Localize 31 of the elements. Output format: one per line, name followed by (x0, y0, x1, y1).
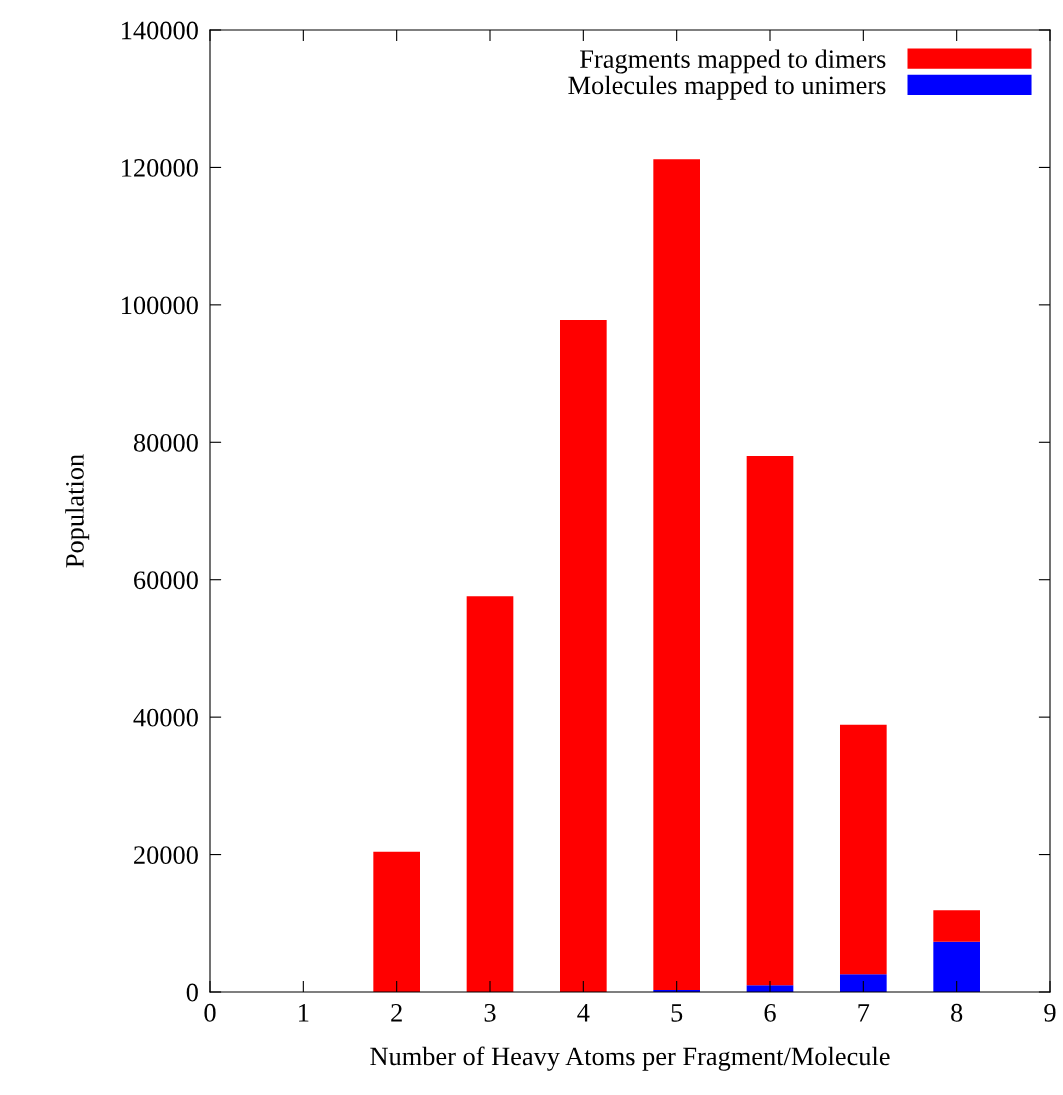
bar (653, 159, 700, 990)
bar (933, 910, 980, 942)
y-tick-label: 100000 (122, 296, 198, 315)
y-tick-label: 40000 (133, 708, 198, 727)
legend-label: Molecules mapped to unimers (568, 75, 886, 100)
x-tick-label: 4 (577, 1004, 590, 1022)
x-axis-title: Number of Heavy Atoms per Fragment/Molecule (370, 1046, 890, 1071)
x-tick-label: 9 (1044, 1003, 1056, 1022)
y-tick-label: 140000 (122, 21, 198, 40)
bar (746, 456, 794, 986)
x-tick-label: 2 (391, 1003, 402, 1022)
bar (840, 724, 887, 975)
x-tick-label: 8 (951, 1003, 963, 1022)
legend-label: Fragments mapped to dimers (580, 49, 886, 74)
x-tick-label: 5 (671, 1004, 683, 1022)
y-tick-label: 80000 (133, 433, 198, 452)
y-tick-label: 120000 (122, 159, 198, 177)
bar (560, 319, 607, 992)
bar (840, 974, 887, 992)
x-tick-label: 1 (299, 1004, 309, 1022)
x-tick-label: 7 (858, 1004, 870, 1022)
x-tick-label: 3 (484, 1003, 496, 1022)
y-tick-label: 20000 (134, 846, 198, 864)
y-axis-title: Population (65, 454, 90, 568)
bar (466, 596, 514, 992)
x-tick-label: 0 (204, 1003, 216, 1022)
y-tick-label: 60000 (134, 571, 198, 590)
y-tick-label: 0 (186, 983, 198, 1002)
bar (373, 851, 420, 992)
x-tick-label: 6 (764, 1003, 776, 1022)
bar (933, 941, 980, 992)
